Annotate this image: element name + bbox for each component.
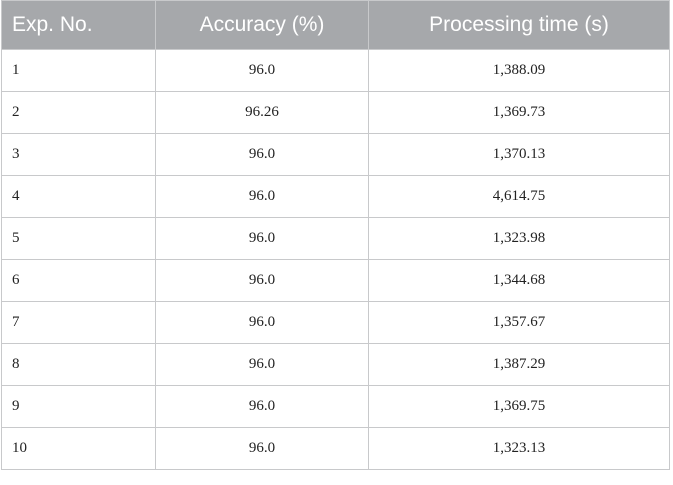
table-row: 10 96.0 1,323.13 — [1, 427, 670, 470]
table-header: Exp. No. Accuracy (%) Processing time (s) — [1, 0, 670, 50]
table-cell: 9 — [1, 385, 156, 428]
table-cell: 1,344.68 — [368, 259, 670, 302]
table-row: 2 96.26 1,369.73 — [1, 91, 670, 134]
table-cell: 7 — [1, 301, 156, 344]
header-cell: Processing time (s) — [368, 0, 670, 50]
table-cell: 8 — [1, 343, 156, 386]
table-cell: 3 — [1, 133, 156, 176]
table-cell: 4 — [1, 175, 156, 218]
header-row: Exp. No. Accuracy (%) Processing time (s) — [1, 0, 670, 50]
table-cell: 96.0 — [155, 301, 369, 344]
table-cell: 1,357.67 — [368, 301, 670, 344]
table-body: 1 96.0 1,388.09 2 96.26 1,369.73 3 96.0 1,370.13… — [1, 49, 670, 470]
table-row: 5 96.0 1,323.98 — [1, 217, 670, 260]
table-cell: 10 — [1, 427, 156, 470]
table-cell: 1,387.29 — [368, 343, 670, 386]
table-row: 9 96.0 1,369.75 — [1, 385, 670, 428]
table-cell: 96.0 — [155, 49, 369, 92]
table-cell: 5 — [1, 217, 156, 260]
table-cell: 1,323.13 — [368, 427, 670, 470]
table-cell: 96.0 — [155, 175, 369, 218]
table-cell: 2 — [1, 91, 156, 134]
table-cell: 1,369.75 — [368, 385, 670, 428]
table-row: 8 96.0 1,387.29 — [1, 343, 670, 386]
table-row: 4 96.0 4,614.75 — [1, 175, 670, 218]
table-cell: 1,370.13 — [368, 133, 670, 176]
header-cell: Exp. No. — [1, 0, 156, 50]
table-cell: 1,388.09 — [368, 49, 670, 92]
table-cell: 96.0 — [155, 133, 369, 176]
table-cell: 96.0 — [155, 385, 369, 428]
table-cell: 96.0 — [155, 343, 369, 386]
table-cell: 96.0 — [155, 217, 369, 260]
table-row: 3 96.0 1,370.13 — [1, 133, 670, 176]
table-cell: 6 — [1, 259, 156, 302]
table-cell: 96.0 — [155, 427, 369, 470]
data-table: Exp. No. Accuracy (%) Processing time (s) … — [1, 0, 670, 470]
table-row: 7 96.0 1,357.67 — [1, 301, 670, 344]
table-cell: 1,369.73 — [368, 91, 670, 134]
table-cell: 1 — [1, 49, 156, 92]
table-cell: 96.26 — [155, 91, 369, 134]
table-row: 1 96.0 1,388.09 — [1, 49, 670, 92]
table-cell: 96.0 — [155, 259, 369, 302]
table-row: 6 96.0 1,344.68 — [1, 259, 670, 302]
header-cell: Accuracy (%) — [155, 0, 369, 50]
table-cell: 4,614.75 — [368, 175, 670, 218]
table-cell: 1,323.98 — [368, 217, 670, 260]
